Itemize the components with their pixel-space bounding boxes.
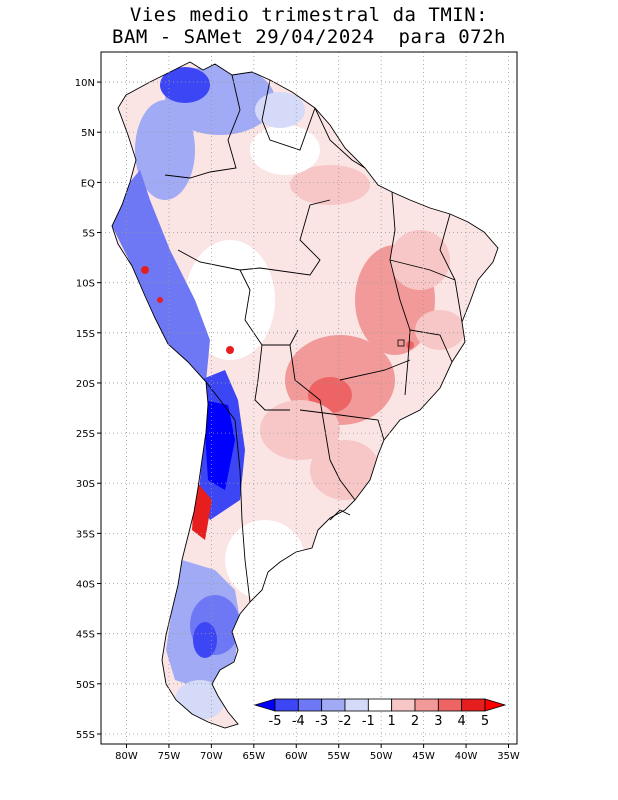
colorbar-label: 2: [411, 714, 419, 729]
lon-tick-label: 50W: [370, 751, 393, 762]
lat-tick-label: 20S: [76, 379, 95, 390]
colorbar-label: 1: [388, 714, 396, 729]
lat-tick-label: 35S: [76, 529, 95, 540]
colorbar-label: -1: [362, 714, 375, 729]
colorbar-label: -4: [292, 714, 305, 729]
lat-tick-label: 5N: [81, 128, 95, 139]
lon-tick-label: 40W: [455, 751, 478, 762]
lon-tick-label: 60W: [285, 751, 308, 762]
lat-tick-label: 50S: [76, 680, 95, 691]
lat-tick-label: 10N: [75, 78, 95, 89]
colorbar-label: -3: [315, 714, 328, 729]
lat-tick-label: 55S: [76, 730, 95, 741]
lat-tick-label: 40S: [76, 580, 95, 591]
colorbar-label: -2: [339, 714, 352, 729]
colorbar-swatch: [321, 698, 346, 712]
lat-tick-label: 5S: [82, 229, 95, 240]
colorbar: -5 -4 -3 -2 -1 1 2 3 4 5: [253, 698, 507, 729]
colorbar-swatch: [414, 698, 439, 712]
colorbar-swatch: [367, 698, 393, 712]
lon-tick-label: 75W: [158, 751, 181, 762]
colorbar-swatch: [391, 698, 416, 712]
map-title-line1: Vies medio trimestral da TMIN:: [129, 4, 489, 26]
lon-tick-label: 80W: [115, 751, 138, 762]
colorbar-swatch: [461, 698, 486, 712]
colorbar-swatch: [297, 698, 323, 712]
lat-tick-label: EQ: [81, 178, 95, 189]
lat-tick-label: 15S: [76, 329, 95, 340]
colorbar-label: -5: [269, 714, 282, 729]
colorbar-label: 3: [434, 714, 442, 729]
colorbar-swatch: [274, 698, 299, 712]
lat-tick-label: 30S: [76, 479, 95, 490]
lat-tick-label: 45S: [76, 630, 95, 641]
lon-tick-label: 35W: [497, 751, 520, 762]
colorbar-label: 4: [458, 714, 466, 729]
lat-tick-label: 10S: [76, 279, 95, 290]
colorbar-swatch: [344, 698, 369, 712]
colorbar-swatch: [437, 698, 463, 712]
colorbar-high-arrow: [484, 698, 507, 712]
lon-tick-label: 45W: [412, 751, 435, 762]
lon-tick-label: 70W: [200, 751, 223, 762]
colorbar-label: 5: [481, 714, 489, 729]
colorbar-low-arrow: [253, 698, 276, 712]
lat-tick-label: 25S: [76, 429, 95, 440]
lon-tick-label: 55W: [327, 751, 350, 762]
map-title-line2: BAM - SAMet 29/04/2024 para 072h: [112, 26, 506, 48]
lon-tick-label: 65W: [243, 751, 266, 762]
